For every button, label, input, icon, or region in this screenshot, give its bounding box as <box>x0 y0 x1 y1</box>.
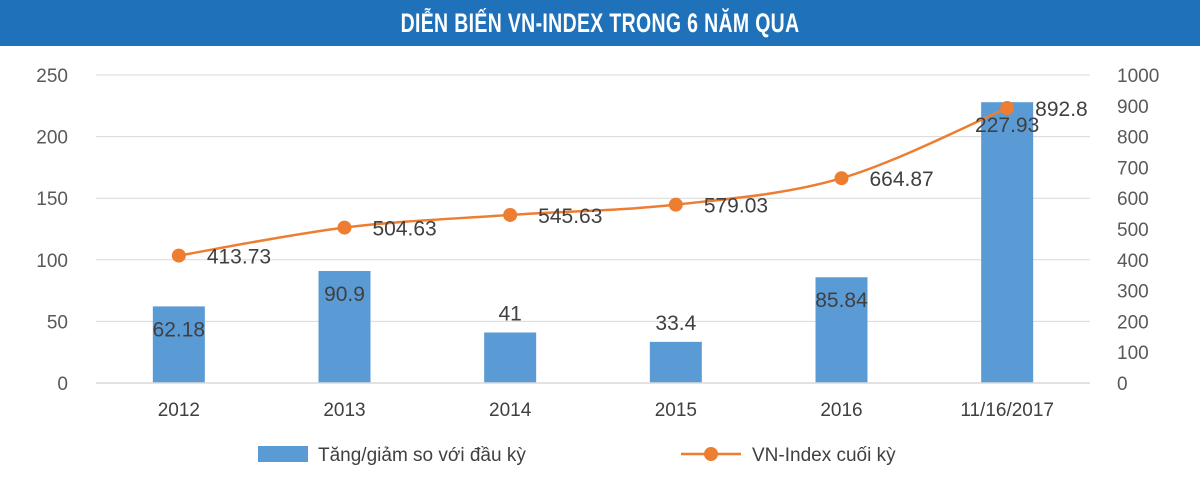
line-point <box>337 220 352 235</box>
bar-data-label: 33.4 <box>655 312 696 335</box>
bar <box>649 341 702 383</box>
line-point <box>1000 101 1015 116</box>
chart-area: 0 50 100 150 200 250 0 100 200 300 400 500 600 700 800… <box>0 46 1200 489</box>
y-left-tick-label: 150 <box>36 189 68 210</box>
y-left-tick-label: 250 <box>36 66 68 87</box>
line-series-path <box>178 106 1008 257</box>
x-category-label: 2016 <box>820 400 862 421</box>
x-category-label: 2015 <box>655 400 697 421</box>
y-left-tick-label: 100 <box>36 251 68 272</box>
y-left-tick-label: 50 <box>47 312 68 333</box>
bar <box>981 102 1034 383</box>
chart-title: DIỄN BIẾN VN-INDEX TRONG 6 NĂM QUA <box>400 7 800 38</box>
y-right-tick-label: 0 <box>1117 374 1128 395</box>
y-right-tick-label: 400 <box>1117 251 1149 272</box>
chart-header: DIỄN BIẾN VN-INDEX TRONG 6 NĂM QUA <box>0 0 1200 46</box>
bar <box>484 332 537 383</box>
y-right-tick-label: 700 <box>1117 158 1149 179</box>
line-data-label: 892.8 <box>1035 98 1088 121</box>
combo-chart: 0 50 100 150 200 250 0 100 200 300 400 500 600 700 800… <box>36 66 1159 466</box>
line-data-label: 579.03 <box>704 195 768 218</box>
bar-data-label: 62.18 <box>153 318 206 341</box>
x-category-label: 2014 <box>489 400 532 421</box>
line-data-label: 413.73 <box>207 246 271 269</box>
line-data-label: 664.87 <box>870 168 934 191</box>
bar-data-label: 85.84 <box>815 289 868 312</box>
legend-bar-label: Tăng/giảm so với đầu kỳ <box>318 445 526 466</box>
bar-data-label: 41 <box>498 302 521 325</box>
line-point <box>668 197 683 212</box>
y-right-tick-label: 900 <box>1117 97 1149 118</box>
y-right-tick-label: 800 <box>1117 128 1149 149</box>
legend-line-label: VN-Index cuối kỳ <box>752 445 896 466</box>
line-point <box>834 171 849 186</box>
line-data-label: 545.63 <box>538 205 602 228</box>
bar <box>318 271 371 383</box>
x-category-label: 2012 <box>158 400 200 421</box>
y-right-tick-label: 600 <box>1117 189 1149 210</box>
bar <box>152 306 205 383</box>
y-left-tick-label: 0 <box>57 374 68 395</box>
y-right-tick-label: 1000 <box>1117 66 1159 87</box>
y-right-tick-label: 500 <box>1117 220 1149 241</box>
y-right-tick-label: 200 <box>1117 312 1149 333</box>
y-right-tick-label: 300 <box>1117 282 1149 303</box>
line-data-label: 504.63 <box>373 218 437 241</box>
legend-bar-swatch <box>258 446 308 462</box>
line-point <box>171 248 186 263</box>
bar-data-label: 227.93 <box>975 114 1039 137</box>
legend-line-marker <box>704 447 718 461</box>
line-point <box>503 207 518 222</box>
bar-data-label: 90.9 <box>324 283 365 306</box>
x-category-label: 2013 <box>323 400 365 421</box>
bar <box>815 277 868 383</box>
y-left-tick-label: 200 <box>36 128 68 149</box>
x-category-label: 11/16/2017 <box>960 400 1054 421</box>
y-right-tick-label: 100 <box>1117 343 1149 364</box>
